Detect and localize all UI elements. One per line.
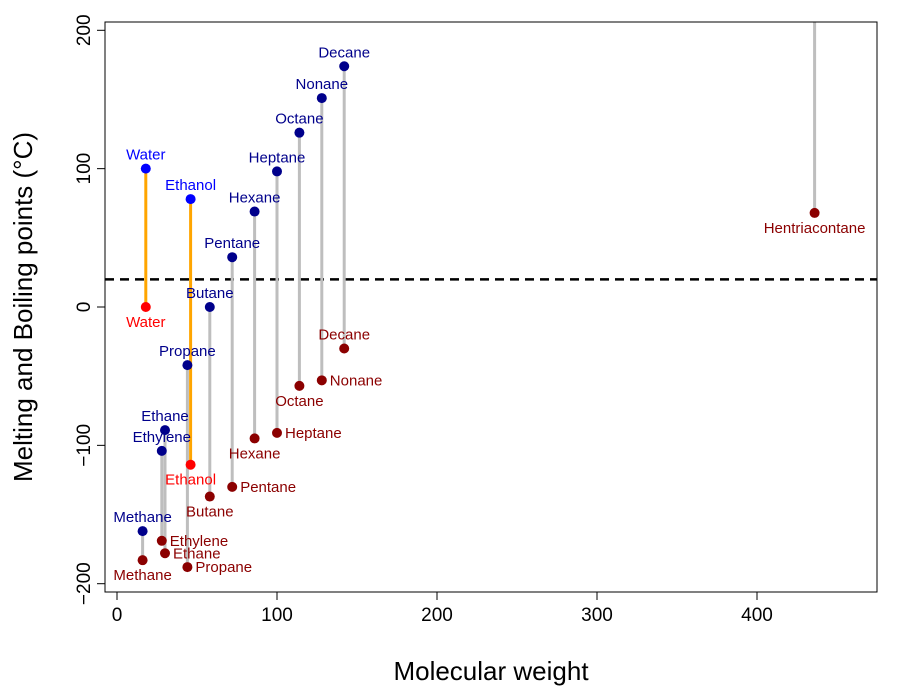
melting-point-hexane xyxy=(249,433,260,444)
melting-label: Methane xyxy=(113,567,171,584)
boiling-point-hexane xyxy=(249,206,260,217)
boiling-point-pentane xyxy=(227,252,238,263)
boiling-label: Hexane xyxy=(229,190,281,207)
y-axis-label: Melting and Boiling points (°C) xyxy=(8,132,38,482)
boiling-point-nonane xyxy=(316,93,327,104)
melting-point-ethane xyxy=(160,548,170,559)
melting-label: Nonane xyxy=(330,372,383,389)
melting-label: Butane xyxy=(186,504,234,521)
melting-point-octane xyxy=(294,380,305,391)
melting-label: Hexane xyxy=(229,445,281,462)
boiling-label: Heptane xyxy=(249,149,306,166)
melting-point-ethylene xyxy=(156,535,167,546)
x-tick-label: 0 xyxy=(112,605,123,626)
melting-point-water xyxy=(140,302,151,312)
boiling-point-heptane xyxy=(272,166,282,177)
x-tick-label: 200 xyxy=(421,605,453,626)
melting-label: Water xyxy=(126,314,165,331)
y-tick-label: −200 xyxy=(74,562,95,605)
boiling-point-methane xyxy=(137,526,148,537)
boiling-label: Ethane xyxy=(141,408,189,425)
melting-label: Ethylene xyxy=(170,533,228,550)
x-tick-label: 300 xyxy=(581,605,613,626)
y-tick-label: 200 xyxy=(74,14,95,46)
melting-label: Ethanol xyxy=(165,472,216,489)
boiling-label: Nonane xyxy=(296,76,349,93)
plot-marks: MethaneMethaneEthyleneEthyleneEthaneEtha… xyxy=(105,22,877,584)
melting-point-pentane xyxy=(227,481,238,492)
boiling-label: Ethylene xyxy=(133,429,191,446)
boiling-label: Propane xyxy=(159,343,216,360)
melting-label: Propane xyxy=(195,559,252,576)
y-tick-label: 0 xyxy=(74,302,95,313)
melting-label: Pentane xyxy=(240,479,296,496)
melting-label: Heptane xyxy=(285,425,342,442)
melting-point-ethanol xyxy=(185,459,196,470)
melting-point-nonane xyxy=(316,375,327,386)
boiling-label: Octane xyxy=(275,111,323,128)
boiling-point-ethane xyxy=(160,425,170,436)
boiling-label: Methane xyxy=(113,509,171,526)
melting-point-decane xyxy=(339,343,350,354)
boiling-point-decane xyxy=(339,61,350,72)
melting-label: Octane xyxy=(275,393,323,410)
boiling-label: Pentane xyxy=(204,235,260,252)
boiling-label: Decane xyxy=(318,44,370,61)
melting-label: Hentriacontane xyxy=(764,220,866,237)
axes: 0 100 200 300 400 −200 −100 0 100 200 xyxy=(74,14,773,626)
melting-point-methane xyxy=(137,555,148,566)
melting-point-hentriacontane xyxy=(809,207,820,218)
boiling-point-water xyxy=(140,163,151,174)
boiling-point-butane xyxy=(204,302,215,312)
boiling-point-octane xyxy=(294,127,305,138)
x-axis-label: Molecular weight xyxy=(393,656,589,686)
melting-label: Decane xyxy=(318,327,370,344)
melting-point-propane xyxy=(182,562,193,573)
y-tick-label: 100 xyxy=(74,153,95,185)
boiling-point-ethylene xyxy=(156,445,167,456)
melting-label: Ethane xyxy=(173,545,221,562)
x-tick-label: 400 xyxy=(741,605,773,626)
boiling-label: Ethanol xyxy=(165,177,216,194)
boiling-label: Butane xyxy=(186,285,234,302)
y-tick-label: −100 xyxy=(74,424,95,467)
melting-point-butane xyxy=(204,491,215,502)
x-tick-label: 100 xyxy=(261,605,293,626)
boiling-label: Water xyxy=(126,147,165,164)
boiling-point-propane xyxy=(182,360,193,371)
boiling-point-ethanol xyxy=(185,194,196,205)
melting-point-heptane xyxy=(272,427,282,438)
